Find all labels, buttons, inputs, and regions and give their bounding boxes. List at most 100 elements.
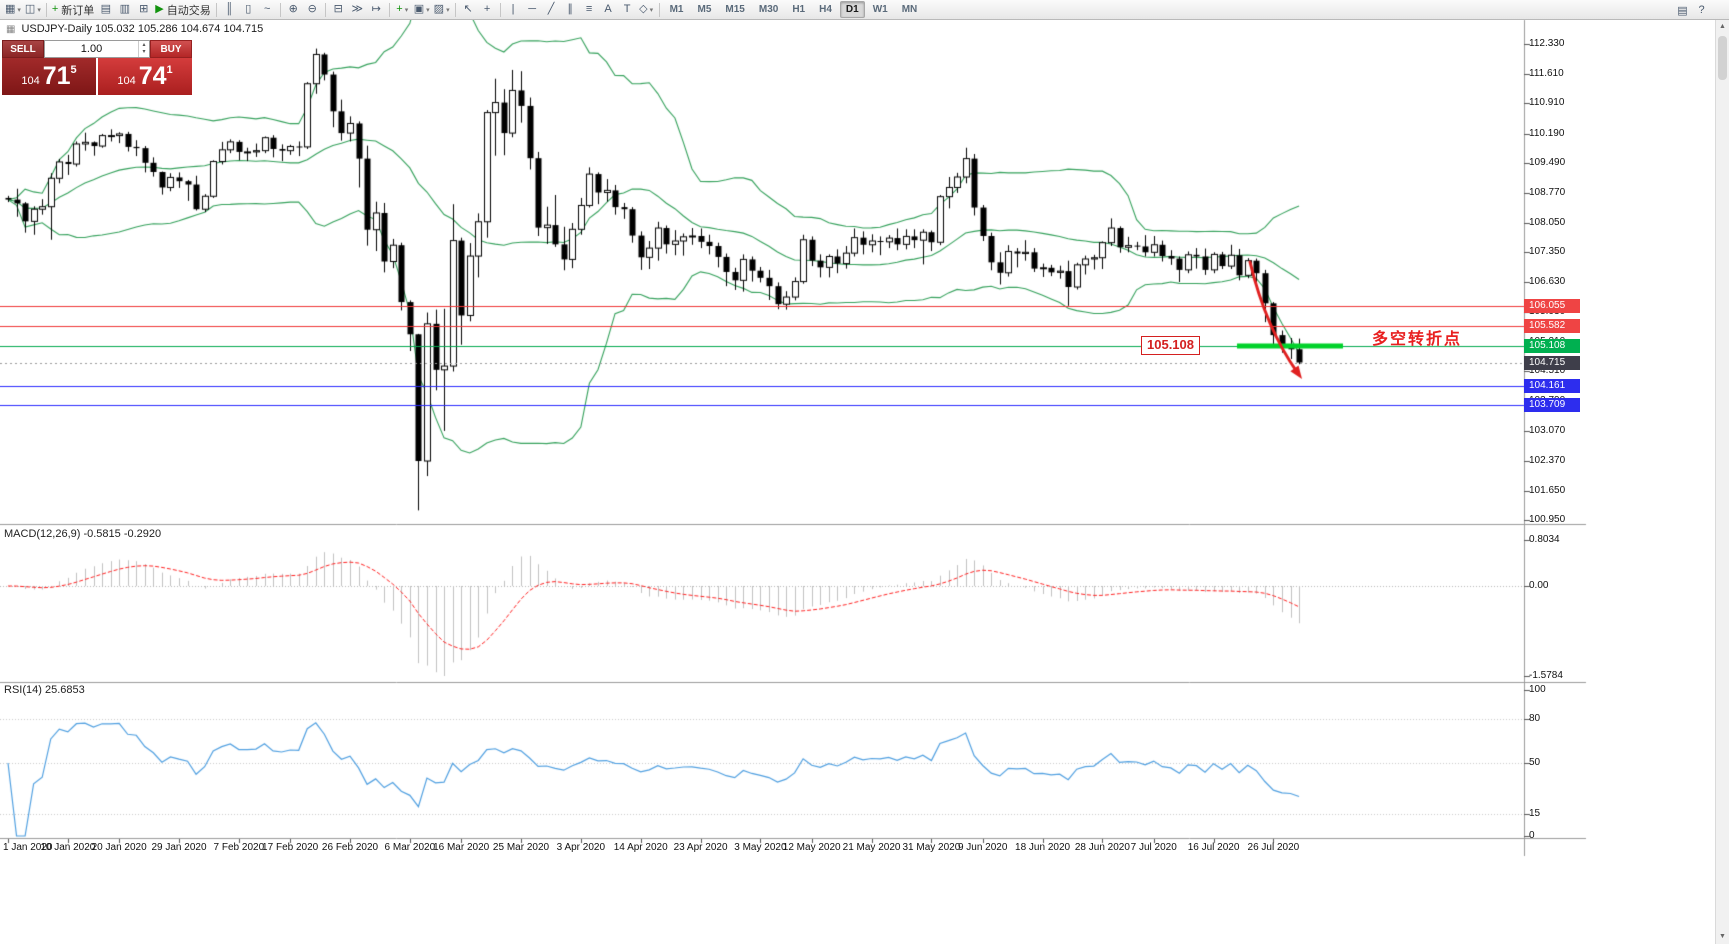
horizontal-line-icon: ─ <box>528 3 536 15</box>
shapes-icon[interactable]: ◇ ▾ <box>637 1 656 18</box>
new-chart-icon[interactable]: ▦ ▾ <box>3 1 23 18</box>
chevron-down-icon: ▾ <box>426 6 430 14</box>
bar-chart-icon: ║ <box>225 3 234 15</box>
candlestick-chart-icon[interactable]: ▯ <box>239 1 258 18</box>
timeframe-button-w1[interactable]: W1 <box>872 4 888 15</box>
macd-label: MACD(12,26,9) -0.5815 -0.2920 <box>4 528 162 540</box>
toolbar-separator <box>45 2 47 17</box>
line-chart-icon[interactable]: ~ <box>258 1 277 18</box>
text-label-icon[interactable]: T <box>618 1 637 18</box>
toolbar-separator <box>658 2 660 17</box>
sell-button[interactable]: SELL <box>2 40 44 58</box>
volume-spinner: ▴ ▾ <box>138 41 149 57</box>
chart-shift-icon: ↦ <box>371 3 381 15</box>
timeframe-button-h4[interactable]: H4 <box>819 4 832 15</box>
chart-shift-icon[interactable]: ↦ <box>367 1 386 18</box>
templates-icon[interactable]: ▨ ▾ <box>432 1 452 18</box>
vertical-line-icon: | <box>511 3 515 15</box>
line-chart-icon: ~ <box>264 3 271 15</box>
zoom-in-icon[interactable]: ⊕ <box>284 1 303 18</box>
chart-profiles-icon[interactable]: ◫ ▾ <box>23 1 43 18</box>
toolbar-separator <box>215 2 217 17</box>
text-label-icon: T <box>623 3 631 15</box>
data-window-icon[interactable]: ▥ <box>115 1 134 18</box>
vertical-scrollbar[interactable]: ▲ ▼ <box>1715 20 1729 944</box>
volume-up-icon[interactable]: ▴ <box>142 42 146 48</box>
timeframe-button-d1[interactable]: D1 <box>839 1 865 18</box>
chart-icon: ▦ <box>6 23 16 35</box>
cursor-icon: ↖ <box>463 3 473 15</box>
new-order-button[interactable]: + 新订单 <box>50 1 96 18</box>
toolbar-separator <box>499 2 501 17</box>
sell-price-box[interactable]: 104 71 5 <box>2 58 96 95</box>
trendline-icon: ╱ <box>547 3 555 15</box>
candlestick-chart-icon: ▯ <box>245 3 252 15</box>
indicators-icon: + <box>396 3 403 15</box>
crosshair-icon: + <box>483 3 491 15</box>
scroll-down-icon[interactable]: ▼ <box>1719 933 1726 940</box>
toolbar-separator <box>324 2 326 17</box>
shapes-icon: ◇ <box>639 3 648 15</box>
horizontal-line-icon[interactable]: ─ <box>523 1 542 18</box>
cursor-icon[interactable]: ↖ <box>459 1 478 18</box>
auto-scroll-icon[interactable]: ≫ <box>348 1 367 18</box>
price-level-label[interactable]: 105.108 <box>1141 336 1200 355</box>
buy-price-big: 74 <box>138 62 167 90</box>
toolbar-separator <box>388 2 390 17</box>
plus-icon: + <box>51 3 59 15</box>
timeframe-button-mn[interactable]: MN <box>901 4 918 15</box>
vertical-line-icon[interactable]: | <box>504 1 523 18</box>
timeframe-button-m30[interactable]: M30 <box>758 4 779 15</box>
help-icon[interactable]: ? <box>1698 4 1705 16</box>
zoom-out-icon[interactable]: ⊖ <box>303 1 322 18</box>
volume-down-icon[interactable]: ▾ <box>142 49 146 55</box>
toolbar-separator <box>279 2 281 17</box>
navigator-icon: ⊞ <box>139 3 149 15</box>
equidistant-channel-icon[interactable]: ∥ <box>561 1 580 18</box>
navigator-icon[interactable]: ⊞ <box>134 1 153 18</box>
turning-point-label[interactable]: 多空转折点 <box>1372 331 1463 348</box>
autotrading-button-label: 自动交易 <box>166 4 211 17</box>
chevron-down-icon: ▾ <box>404 6 409 14</box>
chevron-down-icon: ▾ <box>649 6 654 14</box>
timeframe-button-m15[interactable]: M15 <box>725 4 745 15</box>
timeframe-button-m5[interactable]: M5 <box>697 4 712 15</box>
new-order-button-label: 新订单 <box>61 4 95 17</box>
crosshair-icon[interactable]: + <box>478 1 497 18</box>
new-chart-icon: ▦ <box>5 3 16 15</box>
price-axis[interactable] <box>1524 20 1586 838</box>
equidistant-channel-icon: ∥ <box>567 3 573 15</box>
chevron-down-icon: ▾ <box>17 6 21 14</box>
bar-chart-icon[interactable]: ║ <box>220 1 239 18</box>
buy-price-prefix: 104 <box>117 75 136 87</box>
market-watch-icon[interactable]: ▤ <box>96 1 115 18</box>
date-axis[interactable] <box>0 838 1524 856</box>
quote-text: USDJPY-Daily 105.032 105.286 104.674 104… <box>21 23 264 35</box>
fibonacci-icon: ≡ <box>585 3 593 15</box>
toolbar: ▦ ▾ ◫ ▾ + 新订单 ▤ ▥ ⊞ ▶ 自动交易 ║ ▯ ~ ⊕ ⊖ ⊟ ≫ ↦ + ▾ ▣ ▾ ▨ ▾ ↖ + | ─ ╱ ∥ ≡ A T ◇… <box>0 0 1729 20</box>
buy-price-box[interactable]: 104 74 1 <box>98 58 192 95</box>
one-click-trading-panel: SELL 1.00 ▴ ▾ BUY 104 71 5 104 74 1 <box>2 40 192 95</box>
scroll-up-icon[interactable]: ▲ <box>1719 23 1726 30</box>
templates-icon: ▨ <box>433 3 445 15</box>
volume-input[interactable]: 1.00 ▴ ▾ <box>44 40 150 58</box>
indicators-icon[interactable]: + ▾ <box>393 1 412 18</box>
chevron-down-icon: ▾ <box>37 6 41 14</box>
autotrading-button[interactable]: ▶ 自动交易 <box>153 1 212 18</box>
rsi-label: RSI(14) 25.6853 <box>4 684 85 696</box>
timeframe-button-m1[interactable]: M1 <box>669 4 684 15</box>
timeframe-button-h1[interactable]: H1 <box>792 4 806 15</box>
tile-windows-icon[interactable]: ⊟ <box>329 1 348 18</box>
trendline-icon[interactable]: ╱ <box>542 1 561 18</box>
periods-icon[interactable]: ▣ ▾ <box>412 1 432 18</box>
buy-button[interactable]: BUY <box>150 40 192 58</box>
text-icon[interactable]: A <box>599 1 618 18</box>
scrollbar-thumb[interactable] <box>1718 36 1727 80</box>
text-icon: A <box>604 3 612 15</box>
sell-price-prefix: 104 <box>21 75 40 87</box>
fibonacci-icon[interactable]: ≡ <box>580 1 599 18</box>
chart-profiles-icon: ◫ <box>24 3 36 15</box>
window-list-icon[interactable]: ▤ <box>1677 4 1688 17</box>
zoom-out-icon: ⊖ <box>307 3 317 15</box>
